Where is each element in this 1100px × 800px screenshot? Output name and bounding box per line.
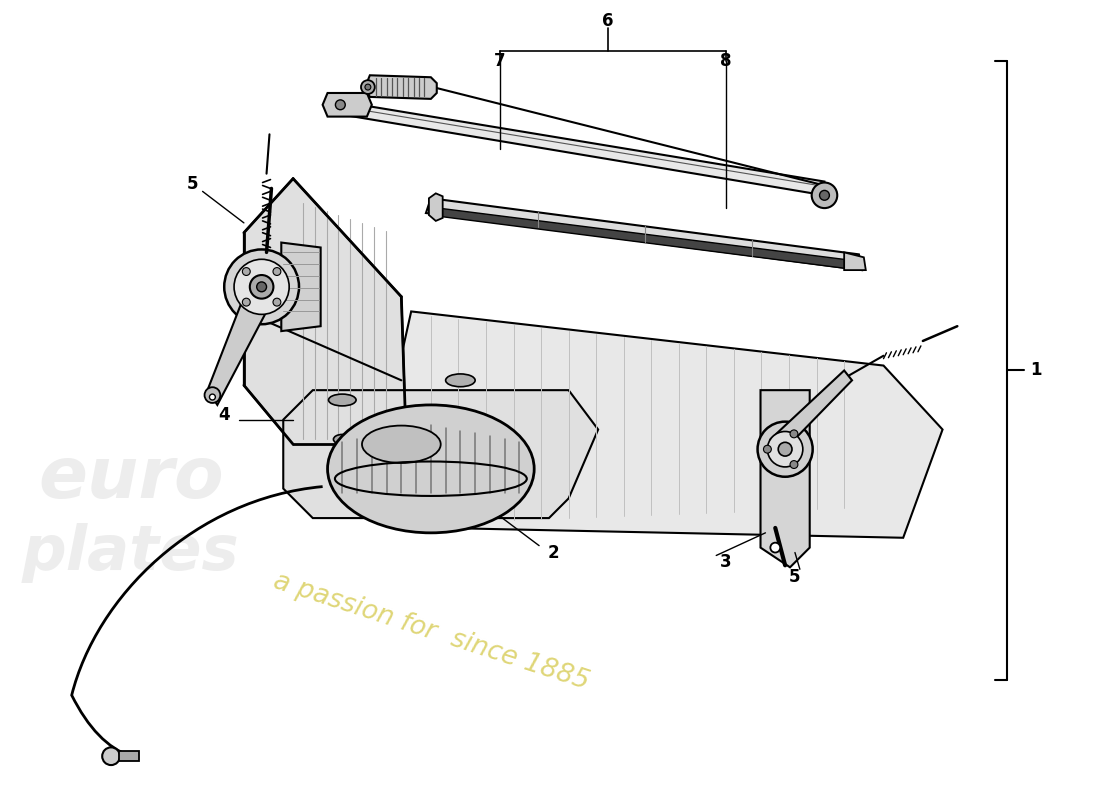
Bar — [119, 751, 139, 761]
Circle shape — [812, 182, 837, 208]
Text: 8: 8 — [720, 51, 732, 70]
Polygon shape — [284, 390, 598, 518]
Circle shape — [365, 84, 371, 90]
Circle shape — [790, 430, 798, 438]
Polygon shape — [770, 370, 853, 454]
Polygon shape — [760, 390, 810, 567]
Text: 5: 5 — [789, 568, 801, 586]
Circle shape — [224, 250, 299, 324]
Text: 2: 2 — [548, 543, 560, 562]
Circle shape — [336, 100, 345, 110]
Polygon shape — [208, 302, 266, 405]
Circle shape — [250, 275, 274, 298]
Circle shape — [273, 298, 280, 306]
Polygon shape — [282, 242, 321, 331]
Polygon shape — [244, 178, 406, 444]
Circle shape — [256, 282, 266, 292]
Text: 7: 7 — [494, 51, 506, 70]
Ellipse shape — [362, 426, 441, 463]
Circle shape — [768, 431, 803, 467]
Circle shape — [234, 259, 289, 314]
Circle shape — [361, 80, 375, 94]
Ellipse shape — [328, 405, 535, 533]
Text: 6: 6 — [602, 12, 614, 30]
Ellipse shape — [329, 394, 356, 406]
Ellipse shape — [446, 374, 475, 386]
Polygon shape — [342, 102, 825, 195]
Polygon shape — [366, 75, 437, 99]
Polygon shape — [844, 252, 866, 270]
Circle shape — [205, 387, 220, 403]
Polygon shape — [429, 194, 442, 221]
Circle shape — [273, 267, 280, 275]
Ellipse shape — [451, 425, 470, 434]
Circle shape — [242, 267, 250, 275]
Text: 4: 4 — [219, 406, 230, 424]
Circle shape — [790, 461, 798, 469]
Text: plates: plates — [22, 522, 240, 582]
Circle shape — [102, 747, 120, 765]
Circle shape — [770, 542, 780, 553]
Polygon shape — [322, 93, 372, 117]
Text: 5: 5 — [187, 174, 198, 193]
Circle shape — [758, 422, 813, 477]
Circle shape — [242, 298, 250, 306]
Circle shape — [763, 446, 771, 453]
Polygon shape — [429, 207, 859, 270]
Text: 3: 3 — [720, 554, 732, 571]
Text: 1: 1 — [1031, 362, 1042, 379]
Circle shape — [209, 394, 216, 400]
Polygon shape — [392, 311, 943, 538]
Circle shape — [778, 442, 792, 456]
Circle shape — [820, 190, 829, 200]
Text: euro: euro — [37, 444, 223, 514]
Polygon shape — [426, 198, 862, 270]
Text: a passion for  since 1885: a passion for since 1885 — [270, 568, 592, 694]
Ellipse shape — [333, 434, 351, 444]
